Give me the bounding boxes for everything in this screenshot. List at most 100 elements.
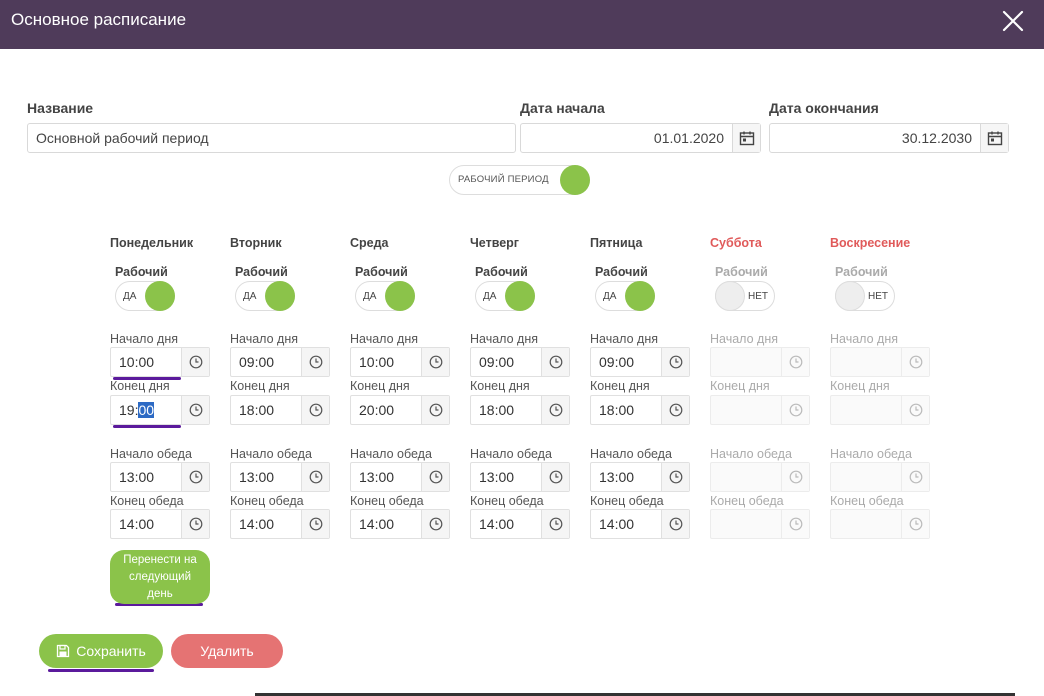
lunch-end-value: 14:00	[359, 516, 395, 532]
clock-icon[interactable]	[661, 510, 689, 538]
clock-icon[interactable]	[421, 396, 449, 424]
lunch-start-label: Начало обеда	[110, 447, 192, 461]
clock-icon	[781, 348, 809, 376]
day-end-input[interactable]: 18:00	[590, 395, 690, 425]
toggle-knob	[560, 165, 590, 195]
working-label: Рабочий	[475, 265, 528, 279]
clock-icon[interactable]	[661, 463, 689, 491]
start-date-label: Дата начала	[520, 100, 605, 116]
lunch-start-input[interactable]: 13:00	[230, 462, 330, 492]
lunch-end-label: Конец обеда	[830, 494, 904, 508]
lunch-start-input[interactable]: 13:00	[110, 462, 210, 492]
delete-button[interactable]: Удалить	[171, 634, 283, 668]
day-end-label: Конец дня	[830, 379, 890, 393]
clock-icon[interactable]	[181, 463, 209, 491]
highlight-underline	[48, 669, 154, 672]
day-start-label: Начало дня	[230, 332, 298, 346]
day-name: Понедельник	[110, 236, 194, 250]
day-end-input[interactable]: 18:00	[230, 395, 330, 425]
day-end-label: Конец дня	[470, 379, 530, 393]
day-start-input[interactable]: 09:00	[590, 347, 690, 377]
lunch-end-label: Конец обеда	[470, 494, 544, 508]
clock-icon	[901, 396, 929, 424]
day-start-input	[710, 347, 810, 377]
day-end-label: Конец дня	[590, 379, 650, 393]
working-label: Рабочий	[115, 265, 168, 279]
clock-icon[interactable]	[421, 463, 449, 491]
working-toggle[interactable]: НЕТ	[715, 281, 775, 311]
name-field[interactable]: Основной рабочий период	[27, 123, 516, 153]
working-toggle[interactable]: ДА	[355, 281, 415, 311]
clock-icon[interactable]	[541, 396, 569, 424]
clock-icon	[901, 348, 929, 376]
end-date-label: Дата окончания	[769, 100, 879, 116]
clock-icon[interactable]	[541, 510, 569, 538]
day-start-input[interactable]: 09:00	[470, 347, 570, 377]
toggle-yes-label: ДА	[483, 291, 497, 302]
clock-icon[interactable]	[301, 348, 329, 376]
toggle-no-label: НЕТ	[868, 291, 888, 302]
lunch-end-input[interactable]: 14:00	[470, 509, 570, 539]
working-toggle[interactable]: НЕТ	[835, 281, 895, 311]
clock-icon[interactable]	[301, 510, 329, 538]
lunch-start-input[interactable]: 13:00	[470, 462, 570, 492]
lunch-end-label: Конец обеда	[230, 494, 304, 508]
working-toggle[interactable]: ДА	[235, 281, 295, 311]
day-start-label: Начало дня	[470, 332, 538, 346]
lunch-end-input	[830, 509, 930, 539]
clock-icon[interactable]	[421, 348, 449, 376]
lunch-start-input[interactable]: 13:00	[350, 462, 450, 492]
clock-icon[interactable]	[541, 348, 569, 376]
clock-icon[interactable]	[661, 348, 689, 376]
save-button[interactable]: Сохранить	[39, 634, 163, 668]
working-label: Рабочий	[835, 265, 888, 279]
lunch-end-input[interactable]: 14:00	[110, 509, 210, 539]
day-end-label: Конец дня	[230, 379, 290, 393]
working-toggle[interactable]: ДА	[115, 281, 175, 311]
clock-icon[interactable]	[181, 510, 209, 538]
close-icon[interactable]	[1000, 8, 1026, 34]
day-start-input[interactable]: 09:00	[230, 347, 330, 377]
clock-icon[interactable]	[301, 396, 329, 424]
day-start-value: 09:00	[479, 354, 515, 370]
lunch-end-input[interactable]: 14:00	[590, 509, 690, 539]
day-end-value: 19:00	[119, 402, 155, 418]
clock-icon[interactable]	[181, 348, 209, 376]
clock-icon[interactable]	[661, 396, 689, 424]
lunch-start-value: 13:00	[599, 469, 635, 485]
clock-icon	[781, 463, 809, 491]
day-end-value: 18:00	[599, 402, 635, 418]
clock-icon[interactable]	[541, 463, 569, 491]
start-date-field[interactable]: 01.01.2020	[520, 123, 761, 153]
working-toggle[interactable]: ДА	[475, 281, 535, 311]
end-date-field[interactable]: 30.12.2030	[769, 123, 1009, 153]
day-start-input	[830, 347, 930, 377]
working-toggle[interactable]: ДА	[595, 281, 655, 311]
calendar-icon[interactable]	[980, 124, 1008, 152]
clock-icon[interactable]	[421, 510, 449, 538]
day-end-hours: 19:	[119, 402, 139, 418]
day-column-tuesday: Вторник Рабочий ДА Начало дня 09:00 Коне…	[230, 230, 340, 550]
toggle-knob	[625, 281, 655, 311]
lunch-end-value: 14:00	[599, 516, 635, 532]
day-end-input	[710, 395, 810, 425]
day-end-input[interactable]: 19:00	[110, 395, 210, 425]
working-period-toggle[interactable]: РАБОЧИЙ ПЕРИОД	[449, 165, 590, 195]
toggle-knob	[835, 281, 865, 311]
day-start-input[interactable]: 10:00	[110, 347, 210, 377]
lunch-end-input[interactable]: 14:00	[350, 509, 450, 539]
day-start-input[interactable]: 10:00	[350, 347, 450, 377]
clock-icon[interactable]	[301, 463, 329, 491]
dialog-header: Основное расписание	[0, 0, 1044, 49]
day-end-input[interactable]: 20:00	[350, 395, 450, 425]
lunch-end-input[interactable]: 14:00	[230, 509, 330, 539]
calendar-icon[interactable]	[732, 124, 760, 152]
lunch-start-value: 13:00	[239, 469, 275, 485]
day-end-input[interactable]: 18:00	[470, 395, 570, 425]
lunch-start-input[interactable]: 13:00	[590, 462, 690, 492]
day-start-label: Начало дня	[110, 332, 178, 346]
toggle-yes-label: ДА	[603, 291, 617, 302]
transfer-label-line1: Перенести на	[123, 554, 197, 566]
clock-icon[interactable]	[181, 396, 209, 424]
transfer-to-next-day-button[interactable]: Перенести на следующий день	[110, 550, 210, 604]
